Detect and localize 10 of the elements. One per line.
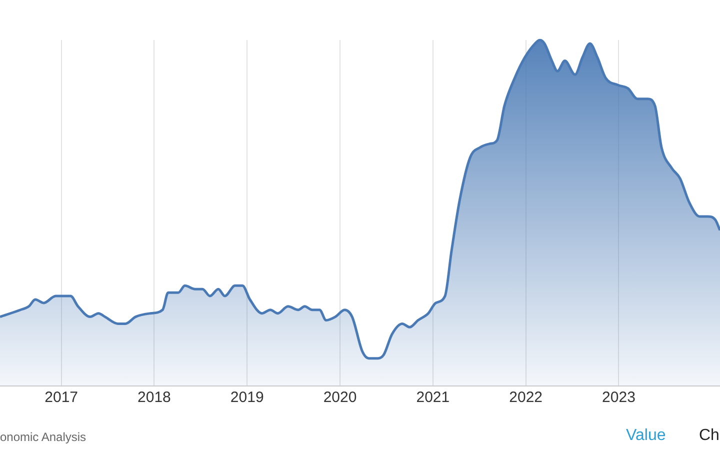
x-tick-label: 2018 — [138, 389, 171, 406]
x-tick-label: 2023 — [602, 389, 636, 406]
text: Ch — [699, 427, 720, 445]
x-tick-label: 2021 — [416, 389, 450, 406]
x-tick-label: 2020 — [323, 389, 357, 406]
x-tick-label: 2017 — [44, 389, 78, 406]
x-tick-label: 2019 — [230, 389, 264, 406]
text: onomic Analysis — [0, 430, 86, 444]
x-tick-label: 2022 — [509, 389, 543, 406]
text: Value — [626, 427, 666, 445]
